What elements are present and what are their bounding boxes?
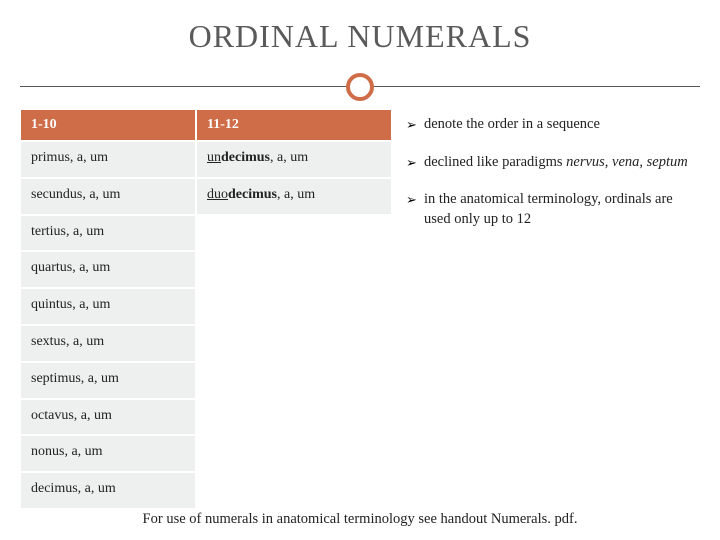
prefix-underlined: un — [207, 150, 221, 165]
table-row: octavus, a, um — [20, 399, 196, 436]
column-1: 1-10 primus, a, um secundus, a, um terti… — [20, 109, 196, 509]
arrow-bullet-icon: ➢ — [406, 115, 424, 135]
note-text-italic: nervus, vena, septum — [566, 154, 688, 170]
content-area: 1-10 primus, a, um secundus, a, um terti… — [20, 109, 700, 509]
table-row: sextus, a, um — [20, 325, 196, 362]
ring-icon — [346, 73, 374, 101]
suffix: , a, um — [277, 187, 315, 202]
list-item: ➢ declined like paradigms nervus, vena, … — [406, 153, 700, 173]
table-row: quintus, a, um — [20, 288, 196, 325]
arrow-bullet-icon: ➢ — [406, 190, 424, 229]
note-text: denote the order in a sequence — [424, 115, 700, 135]
table-row: secundus, a, um — [20, 178, 196, 215]
table-row: undecimus, a, um — [196, 141, 392, 178]
footer-text: For use of numerals in anatomical termin… — [0, 511, 720, 528]
bold-stem: decimus — [221, 150, 270, 165]
arrow-bullet-icon: ➢ — [406, 153, 424, 173]
table-row: tertius, a, um — [20, 215, 196, 252]
table-row: nonus, a, um — [20, 435, 196, 472]
col2-header: 11-12 — [196, 109, 392, 141]
page-title: ORDINAL NUMERALS — [20, 18, 700, 55]
slide: ORDINAL NUMERALS 1-10 primus, a, um secu… — [0, 0, 720, 540]
table-row: duodecimus, a, um — [196, 178, 392, 215]
list-item: ➢ in the anatomical terminology, ordinal… — [406, 190, 700, 229]
list-item: ➢ denote the order in a sequence — [406, 115, 700, 135]
note-text: in the anatomical terminology, ordinals … — [424, 190, 700, 229]
notes-column: ➢ denote the order in a sequence ➢ decli… — [392, 109, 700, 509]
table-row: decimus, a, um — [20, 472, 196, 509]
bold-stem: decimus — [228, 187, 277, 202]
column-2: 11-12 undecimus, a, um duodecimus, a, um — [196, 109, 392, 509]
note-text: declined like paradigms nervus, vena, se… — [424, 153, 700, 173]
note-text-pre: declined like paradigms — [424, 154, 566, 170]
suffix: , a, um — [270, 150, 308, 165]
col1-header: 1-10 — [20, 109, 196, 141]
prefix-underlined: duo — [207, 187, 228, 202]
table-row: septimus, a, um — [20, 362, 196, 399]
table-row: quartus, a, um — [20, 251, 196, 288]
table-row: primus, a, um — [20, 141, 196, 178]
title-rule — [20, 73, 700, 101]
